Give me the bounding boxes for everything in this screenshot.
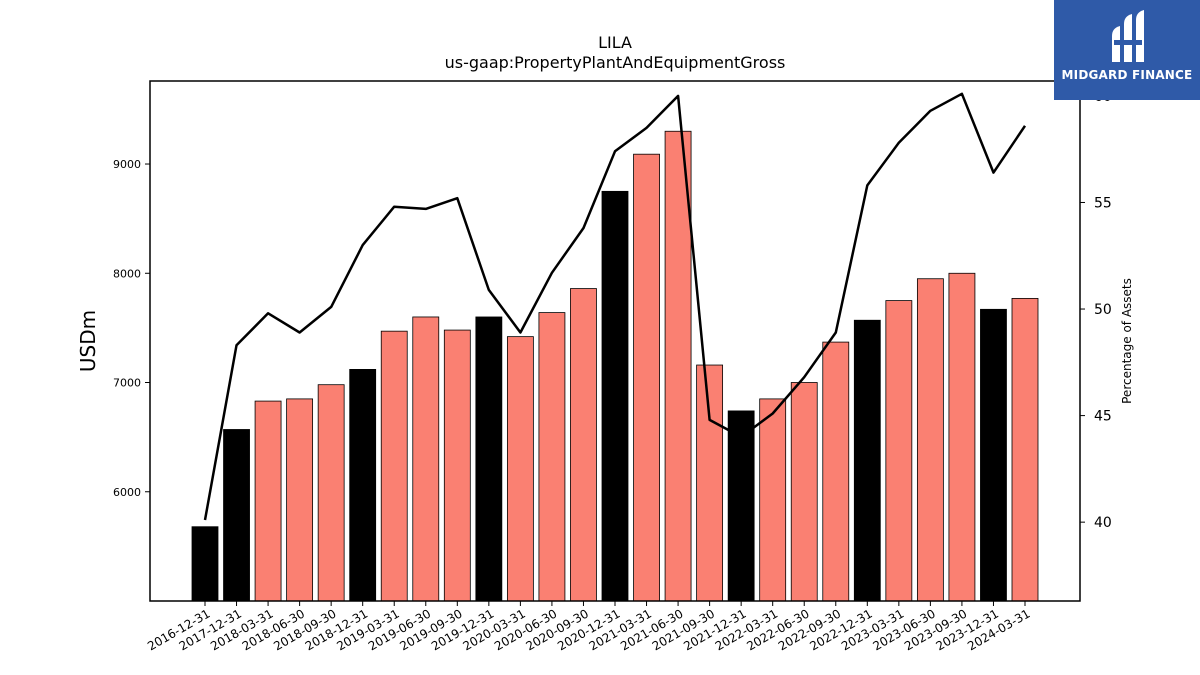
bar-2019-06-30 bbox=[412, 316, 440, 602]
chart-title: LILA bbox=[598, 33, 632, 52]
bars bbox=[191, 130, 1039, 602]
bar-2022-06-30 bbox=[790, 382, 818, 602]
y2-tick-label: 55 bbox=[1094, 195, 1112, 211]
bar-2021-06-30 bbox=[664, 130, 692, 602]
bar-2021-03-31 bbox=[633, 153, 660, 602]
bar-2023-12-31 bbox=[980, 308, 1007, 602]
logo-text: MIDGARD FINANCE bbox=[1061, 68, 1193, 82]
bar-2022-12-31 bbox=[853, 319, 881, 602]
x-axis: 2016-12-312017-12-312018-03-312018-06-30… bbox=[145, 601, 1033, 653]
bar-2018-06-30 bbox=[286, 398, 314, 602]
bar-2023-03-31 bbox=[885, 300, 913, 602]
chart-subtitle: us-gaap:PropertyPlantAndEquipmentGross bbox=[445, 53, 786, 72]
bar-2020-03-31 bbox=[506, 336, 534, 602]
y2-axis-label: Percentage of Assets bbox=[1120, 278, 1134, 404]
bar-2019-03-31 bbox=[380, 330, 408, 602]
y-tick-label: 8000 bbox=[113, 267, 141, 280]
bar-2018-03-31 bbox=[254, 400, 282, 602]
bar-2021-12-31 bbox=[727, 410, 755, 602]
bar-2018-12-31 bbox=[349, 369, 377, 602]
y-tick-label: 7000 bbox=[113, 377, 141, 390]
y-tick-label: 6000 bbox=[113, 486, 141, 499]
right-axis: 4045505560 bbox=[1080, 89, 1112, 531]
bar-2019-12-31 bbox=[475, 316, 503, 602]
midgard-finance-logo: MIDGARD FINANCE bbox=[1054, 0, 1200, 100]
bar-2022-09-30 bbox=[822, 341, 850, 602]
bar-2020-09-30 bbox=[570, 288, 597, 602]
y-tick-label: 9000 bbox=[113, 158, 141, 171]
bar-2020-12-31 bbox=[601, 190, 629, 602]
bar-2018-09-30 bbox=[317, 384, 345, 602]
bar-2023-09-30 bbox=[948, 272, 976, 602]
y2-tick-label: 40 bbox=[1094, 515, 1112, 531]
bar-2024-03-31 bbox=[1011, 297, 1039, 602]
bar-2023-06-30 bbox=[916, 278, 944, 602]
bar-2020-06-30 bbox=[538, 312, 566, 602]
percentage-line bbox=[203, 92, 1027, 521]
bar-2019-09-30 bbox=[443, 329, 471, 602]
left-axis: 6000 7000 8000 9000 bbox=[113, 158, 150, 499]
bar-2022-03-31 bbox=[759, 398, 787, 602]
y2-tick-label: 50 bbox=[1094, 302, 1112, 318]
bar-2017-12-31 bbox=[223, 429, 250, 602]
bar-2016-12-31 bbox=[191, 526, 219, 602]
logo-mark-icon bbox=[1112, 10, 1144, 62]
y2-tick-label: 45 bbox=[1094, 409, 1112, 425]
bar-2021-09-30 bbox=[696, 364, 724, 602]
y-axis-label: USDm bbox=[76, 310, 100, 372]
line-series bbox=[203, 92, 1027, 521]
